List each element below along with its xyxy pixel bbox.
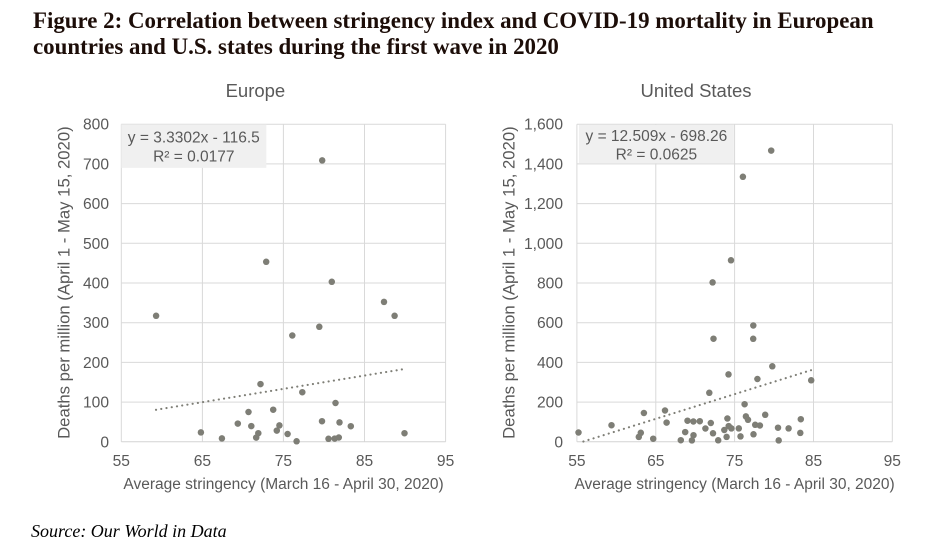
- svg-text:300: 300: [83, 315, 109, 332]
- svg-text:Europe: Europe: [226, 80, 286, 101]
- svg-text:400: 400: [537, 355, 563, 372]
- svg-text:United States: United States: [640, 80, 751, 101]
- svg-text:65: 65: [647, 453, 665, 470]
- svg-text:95: 95: [884, 453, 902, 470]
- svg-text:500: 500: [83, 236, 109, 253]
- svg-text:1,600: 1,600: [524, 117, 563, 134]
- svg-text:200: 200: [537, 395, 563, 412]
- svg-text:55: 55: [568, 453, 586, 470]
- svg-text:Average stringency (March 16 -: Average stringency (March 16 - April 30,…: [123, 476, 443, 493]
- svg-text:400: 400: [83, 276, 109, 293]
- svg-text:R² = 0.0177: R² = 0.0177: [153, 149, 234, 166]
- svg-text:0: 0: [100, 434, 109, 451]
- svg-text:85: 85: [805, 453, 823, 470]
- svg-text:1,000: 1,000: [524, 236, 563, 253]
- svg-text:y = 3.3302x - 116.5: y = 3.3302x - 116.5: [128, 130, 260, 147]
- svg-text:600: 600: [537, 315, 563, 332]
- svg-text:0: 0: [554, 434, 563, 451]
- svg-text:800: 800: [83, 117, 109, 134]
- svg-text:1,200: 1,200: [524, 196, 563, 213]
- svg-text:600: 600: [83, 196, 109, 213]
- svg-text:y = 12.509x - 698.26: y = 12.509x - 698.26: [586, 128, 728, 145]
- svg-text:75: 75: [726, 453, 744, 470]
- svg-text:R² = 0.0625: R² = 0.0625: [616, 147, 697, 164]
- svg-text:75: 75: [275, 453, 293, 470]
- svg-text:65: 65: [194, 453, 212, 470]
- svg-text:700: 700: [83, 156, 109, 173]
- svg-text:800: 800: [537, 276, 563, 293]
- svg-text:Deaths per million (April 1 -: Deaths per million (April 1 - May 15, 20…: [54, 126, 73, 439]
- svg-text:Average stringency (March 16 -: Average stringency (March 16 - April 30,…: [574, 476, 894, 493]
- svg-text:1,400: 1,400: [524, 156, 563, 173]
- svg-text:200: 200: [83, 355, 109, 372]
- svg-text:55: 55: [113, 453, 131, 470]
- svg-text:Deaths per million (April 1 -: Deaths per million (April 1 - May 15, 20…: [499, 126, 518, 439]
- svg-text:100: 100: [83, 395, 109, 412]
- svg-text:95: 95: [437, 453, 455, 470]
- svg-text:85: 85: [356, 453, 374, 470]
